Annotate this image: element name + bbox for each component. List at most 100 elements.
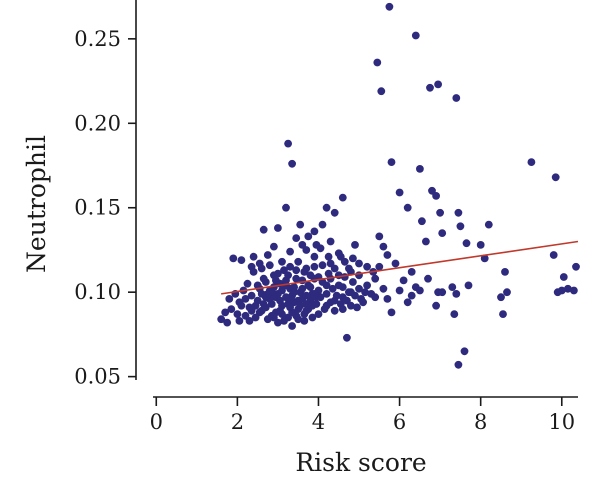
data-point [363, 262, 371, 271]
data-point [391, 259, 400, 268]
data-point [379, 284, 388, 293]
data-point [416, 286, 424, 295]
data-point [438, 229, 447, 238]
data-point [436, 208, 444, 217]
data-point [217, 315, 226, 324]
data-point [270, 242, 278, 251]
data-point [272, 276, 280, 285]
y-axis-title: Neutrophil [22, 135, 51, 273]
data-point [308, 301, 317, 310]
data-point [263, 251, 272, 259]
data-point [257, 290, 266, 298]
data-point [300, 317, 309, 325]
data-point [353, 303, 361, 312]
data-point [247, 262, 256, 271]
data-point [407, 268, 416, 276]
data-point [227, 305, 236, 313]
data-point [375, 262, 384, 271]
data-point [302, 291, 311, 300]
data-point [501, 268, 509, 276]
data-point [316, 244, 325, 253]
y-tick-label: 0.25 [74, 27, 121, 51]
data-point [292, 274, 301, 283]
data-point [286, 295, 294, 303]
y-tick-label: 0.10 [74, 280, 121, 304]
x-tick-label: 6 [393, 410, 406, 434]
data-point [403, 203, 412, 212]
data-point [310, 262, 319, 271]
data-point [330, 264, 339, 273]
data-point [247, 306, 256, 315]
data-point [361, 288, 369, 297]
data-point [395, 286, 404, 295]
data-point [245, 317, 254, 325]
data-point [570, 286, 578, 295]
data-point [322, 203, 331, 212]
data-point [499, 310, 507, 318]
data-point [314, 310, 323, 318]
data-point [261, 303, 270, 312]
data-point [233, 310, 242, 318]
data-point [347, 301, 355, 310]
data-point [318, 220, 327, 229]
data-point [338, 305, 347, 313]
data-point [223, 318, 232, 327]
data-point [411, 31, 420, 40]
data-point [557, 286, 566, 295]
data-point [249, 252, 258, 261]
data-point [296, 220, 305, 229]
data-point [292, 266, 301, 275]
x-tick-label: 8 [474, 410, 487, 434]
data-point [306, 271, 315, 280]
x-tick-label: 10 [548, 410, 575, 434]
data-point [383, 251, 392, 259]
data-point [385, 2, 394, 11]
data-point [564, 284, 572, 293]
data-point [452, 290, 461, 298]
data-point [308, 313, 317, 322]
data-point [497, 293, 505, 302]
data-point [432, 192, 440, 200]
data-point [255, 308, 264, 317]
data-point [235, 317, 244, 325]
data-point [422, 237, 430, 246]
data-point [407, 291, 416, 300]
data-point [452, 94, 461, 102]
data-point [330, 208, 339, 217]
data-point [387, 308, 396, 317]
data-point [278, 257, 286, 266]
data-point [324, 252, 333, 261]
data-point [503, 288, 511, 297]
data-point [371, 293, 380, 302]
data-point [549, 251, 558, 259]
data-point [259, 225, 268, 234]
data-point [237, 301, 246, 310]
data-point [480, 254, 489, 263]
trend-line [221, 240, 579, 295]
data-point [334, 271, 343, 280]
data-point [310, 290, 319, 298]
data-point [572, 262, 580, 271]
y-tick-label: 0.05 [74, 365, 121, 389]
data-point [241, 295, 250, 303]
data-point [434, 80, 442, 89]
data-point [270, 313, 278, 322]
data-point [294, 315, 303, 324]
data-point [330, 306, 339, 315]
data-point [276, 296, 284, 305]
data-point [559, 273, 568, 281]
data-point [328, 284, 337, 293]
data-point [448, 283, 457, 291]
data-point [274, 269, 282, 278]
data-point [326, 237, 335, 246]
data-point [261, 278, 270, 286]
data-point [343, 333, 351, 342]
data-point [355, 284, 363, 293]
data-point [476, 241, 485, 249]
data-point [306, 283, 315, 291]
data-point [288, 159, 296, 168]
data-points [217, 2, 580, 369]
data-point [462, 239, 471, 248]
data-point [373, 58, 382, 67]
